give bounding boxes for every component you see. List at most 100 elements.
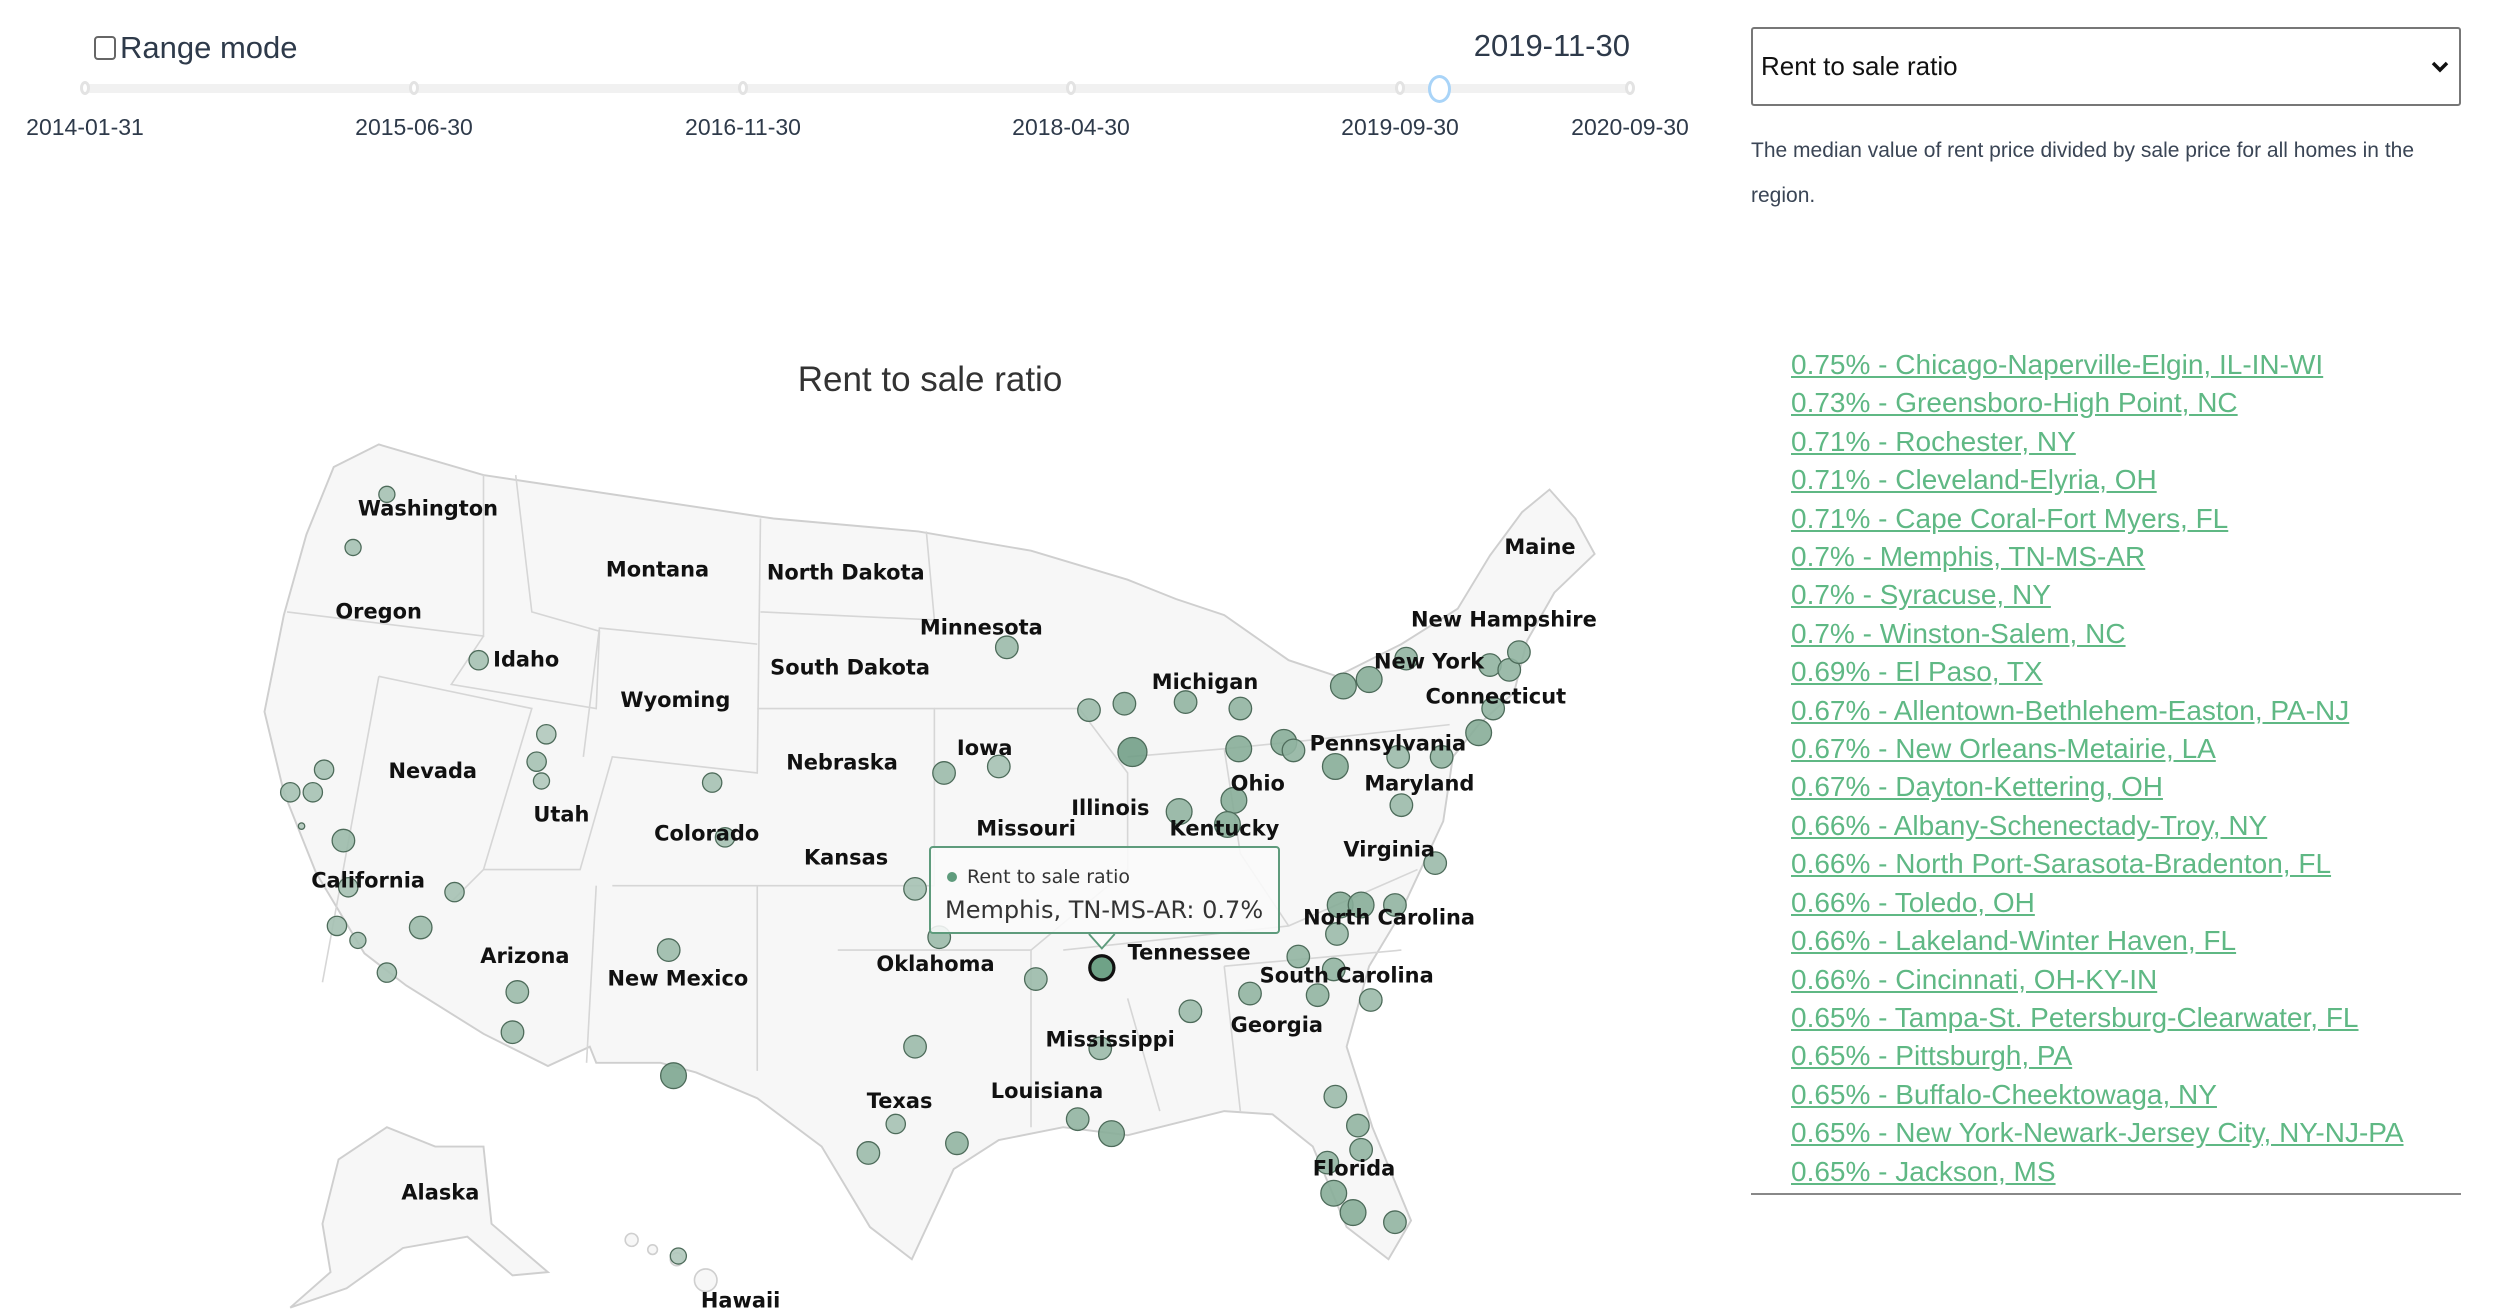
timeline-tick[interactable]: [1066, 81, 1076, 95]
metro-bubble[interactable]: [1225, 735, 1253, 763]
metro-bubble[interactable]: [656, 938, 681, 962]
metro-bubble[interactable]: [701, 772, 723, 793]
metro-bubble[interactable]: [1213, 810, 1241, 838]
timeline-tick[interactable]: [80, 81, 90, 95]
ranking-link[interactable]: 0.65% - Jackson, MS: [1791, 1155, 2056, 1187]
ranking-link[interactable]: 0.69% - El Paso, TX: [1791, 656, 2043, 688]
metro-bubble[interactable]: [500, 1020, 525, 1045]
metro-bubble[interactable]: [1117, 736, 1148, 768]
metro-bubble[interactable]: [1465, 719, 1493, 747]
metro-bubble[interactable]: [279, 781, 301, 803]
metro-bubble[interactable]: [297, 822, 306, 830]
ranking-link[interactable]: 0.73% - Greensboro-High Point, NC: [1791, 387, 2238, 419]
metro-bubble[interactable]: [1345, 1113, 1370, 1138]
metro-bubble[interactable]: [669, 1247, 688, 1265]
ranking-link[interactable]: 0.7% - Memphis, TN-MS-AR: [1791, 541, 2146, 573]
ranking-link[interactable]: 0.65% - Pittsburgh, PA: [1791, 1040, 2073, 1072]
metro-bubble[interactable]: [1320, 1179, 1348, 1207]
metro-bubble[interactable]: [344, 538, 362, 557]
metro-bubble[interactable]: [1023, 967, 1048, 991]
metro-bubble[interactable]: [326, 915, 348, 937]
timeline-slider-handle[interactable]: [1428, 75, 1451, 103]
ranking-link[interactable]: 0.66% - Lakeland-Winter Haven, FL: [1791, 925, 2237, 957]
ranking-link[interactable]: 0.71% - Cleveland-Elyria, OH: [1791, 464, 2157, 496]
ranking-link[interactable]: 0.66% - Albany-Schenectady-Troy, NY: [1791, 809, 2268, 841]
ranking-link[interactable]: 0.75% - Chicago-Naperville-Elgin, IL-IN-…: [1791, 349, 2324, 380]
metro-bubble[interactable]: [1329, 672, 1357, 700]
metro-bubble[interactable]: [1325, 922, 1349, 946]
ranking-link[interactable]: 0.66% - Toledo, OH: [1791, 886, 2035, 918]
metro-bubble[interactable]: [1065, 1107, 1090, 1132]
metro-bubble[interactable]: [1481, 696, 1506, 721]
metro-bubble[interactable]: [1228, 696, 1253, 721]
metro-bubble[interactable]: [505, 980, 530, 1004]
metro-bubble[interactable]: [1178, 999, 1203, 1024]
metro-bubble[interactable]: [1321, 752, 1349, 781]
metro-bubble[interactable]: [1321, 957, 1346, 982]
metro-bubble[interactable]: [376, 962, 398, 983]
metro-bubble[interactable]: [945, 1131, 969, 1156]
metro-bubble[interactable]: [378, 485, 396, 504]
metro-bubble[interactable]: [1358, 988, 1383, 1012]
timeline-tick[interactable]: [1625, 81, 1635, 95]
timeline-tick[interactable]: [409, 81, 419, 95]
metro-bubble[interactable]: [1305, 983, 1330, 1008]
metro-bubble[interactable]: [1383, 893, 1407, 917]
range-mode-toggle[interactable]: Range mode: [94, 30, 298, 66]
metro-bubble[interactable]: [535, 723, 557, 745]
metro-bubble[interactable]: [1097, 1120, 1126, 1148]
ranking-link[interactable]: 0.71% - Cape Coral-Fort Myers, FL: [1791, 502, 2229, 534]
metro-bubble-highlighted[interactable]: [1088, 954, 1116, 982]
metro-bubble[interactable]: [1323, 1084, 1348, 1109]
metro-bubble[interactable]: [1238, 981, 1262, 1006]
metro-bubble[interactable]: [337, 876, 359, 898]
metro-bubble[interactable]: [1349, 1137, 1374, 1162]
metro-bubble[interactable]: [1088, 1036, 1113, 1061]
ranking-link[interactable]: 0.65% - New York-Newark-Jersey City, NY-…: [1791, 1117, 2404, 1149]
metro-bubble[interactable]: [1315, 1150, 1340, 1175]
metro-bubble[interactable]: [331, 828, 356, 853]
metro-bubble[interactable]: [714, 827, 736, 848]
metro-bubble[interactable]: [1423, 851, 1448, 876]
metro-bubble[interactable]: [532, 772, 551, 790]
timeline-tick[interactable]: [738, 81, 748, 95]
metro-bubble[interactable]: [526, 751, 547, 772]
metro-bubble[interactable]: [1429, 744, 1454, 769]
ranking-link[interactable]: 0.66% - Cincinnati, OH-KY-IN: [1791, 963, 2158, 995]
ranking-link[interactable]: 0.67% - New Orleans-Metairie, LA: [1791, 733, 2216, 765]
metro-bubble[interactable]: [1281, 738, 1306, 763]
metro-bubble[interactable]: [1383, 1210, 1407, 1235]
metro-bubble[interactable]: [1389, 793, 1414, 818]
timeline-slider-track[interactable]: [85, 84, 1630, 93]
metro-bubble[interactable]: [1286, 944, 1311, 969]
ranking-link[interactable]: 0.65% - Buffalo-Cheektowaga, NY: [1791, 1078, 2217, 1110]
metro-bubble[interactable]: [903, 876, 927, 901]
metro-bubble[interactable]: [1394, 646, 1419, 671]
ranking-link[interactable]: 0.65% - Tampa-St. Petersburg-Clearwater,…: [1791, 1001, 2359, 1033]
metro-bubble[interactable]: [349, 931, 367, 950]
metro-bubble[interactable]: [313, 759, 335, 781]
metro-bubble[interactable]: [1077, 698, 1101, 723]
ranking-link[interactable]: 0.7% - Syracuse, NY: [1791, 579, 2051, 611]
metro-bubble[interactable]: [659, 1062, 688, 1090]
metro-bubble[interactable]: [302, 781, 324, 803]
ranking-link[interactable]: 0.67% - Dayton-Kettering, OH: [1791, 771, 2163, 803]
metro-bubble[interactable]: [986, 754, 1011, 779]
metro-bubble[interactable]: [885, 1113, 907, 1135]
metro-bubble[interactable]: [1386, 744, 1411, 769]
metro-bubble[interactable]: [856, 1141, 881, 1165]
ranking-link[interactable]: 0.66% - North Port-Sarasota-Bradenton, F…: [1791, 848, 2332, 880]
metro-bubble[interactable]: [1507, 640, 1531, 665]
metro-bubble[interactable]: [468, 649, 489, 671]
metro-bubbles[interactable]: [279, 485, 1531, 1265]
metro-bubble[interactable]: [932, 761, 956, 785]
ranking-link[interactable]: 0.7% - Winston-Salem, NC: [1791, 617, 2126, 649]
metro-bubble[interactable]: [994, 635, 1019, 660]
metro-bubble[interactable]: [1339, 1199, 1367, 1227]
metro-bubble[interactable]: [1347, 891, 1375, 919]
metro-bubble[interactable]: [1165, 798, 1193, 826]
metro-bubble[interactable]: [408, 915, 433, 940]
ranking-link[interactable]: 0.71% - Rochester, NY: [1791, 425, 2076, 457]
range-mode-checkbox[interactable]: [94, 36, 116, 60]
timeline-tick[interactable]: [1395, 81, 1405, 95]
